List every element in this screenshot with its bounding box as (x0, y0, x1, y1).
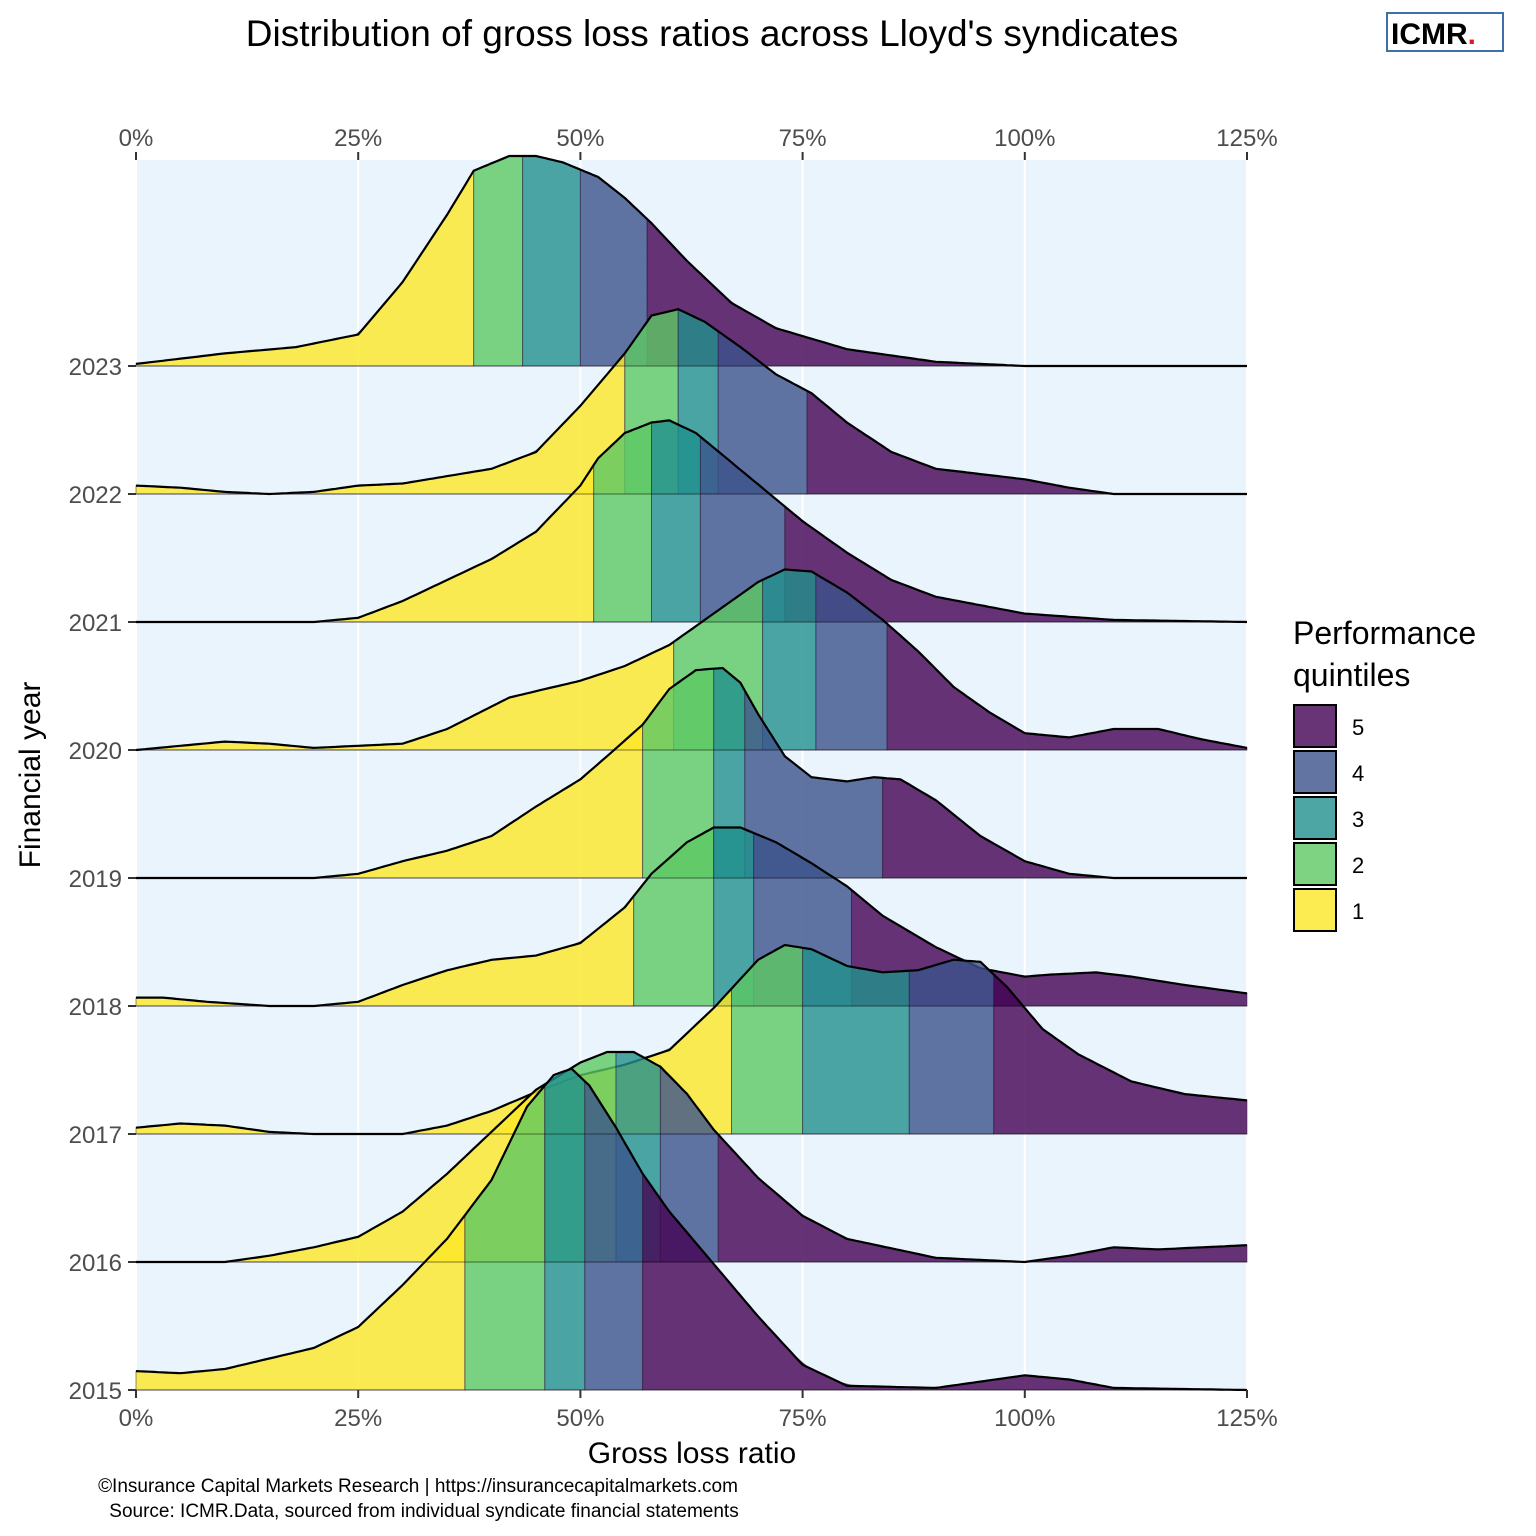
x-tick-label-top: 75% (779, 125, 827, 152)
ridge-2020 (135, 568, 1248, 752)
legend-swatch-2 (1293, 842, 1337, 886)
legend-label-5: 5 (1352, 715, 1364, 740)
caption-line2: Source: ICMR.Data, sourced from individu… (109, 1501, 738, 1522)
ridge-2021 (136, 419, 1248, 624)
legend-swatch-3 (1293, 796, 1337, 840)
legend-label-2: 2 (1352, 853, 1364, 878)
legend-label-3: 3 (1352, 807, 1364, 832)
x-tick-label-top: 125% (1216, 125, 1277, 152)
density-outline (135, 154, 1247, 368)
year-baselines (136, 365, 1247, 1391)
x-tick-label-top: 50% (556, 125, 604, 152)
quintile-2-area (473, 155, 524, 367)
x-tick-label-bottom: 100% (994, 1405, 1055, 1432)
ridge-2019 (136, 666, 1247, 880)
y-tick-label: 2023 (69, 354, 122, 381)
quintile-3-area (802, 947, 910, 1135)
x-axis-bottom: 0% 25% 50% 75% 100% 125% (119, 1390, 1278, 1432)
x-tick-label-bottom: 25% (334, 1405, 382, 1432)
legend-swatch-4 (1293, 750, 1337, 794)
legend-title-line2: quintiles (1293, 657, 1410, 693)
logo-text: ICMR (1391, 18, 1468, 51)
y-axis: 2023 2022 2021 2020 2019 2018 2017 2016 2015 (69, 354, 136, 1405)
x-tick-label-bottom: 50% (556, 1405, 604, 1432)
y-tick-label: 2017 (69, 1122, 122, 1149)
svg-text:ICMR.: ICMR. (1391, 18, 1476, 51)
density-outline (135, 1067, 1248, 1392)
logo-dot: . (1468, 18, 1476, 51)
x-tick-label-bottom: 125% (1216, 1405, 1277, 1432)
quintile-3-area (651, 419, 701, 623)
x-tick-label-bottom: 75% (779, 1405, 827, 1432)
ridges (135, 154, 1248, 1392)
legend-swatch-5 (1293, 704, 1337, 748)
logo-border (1386, 12, 1504, 52)
density-outline (135, 568, 1248, 752)
x-axis-label: Gross loss ratio (588, 1437, 796, 1470)
legend-swatch-1 (1293, 888, 1337, 932)
density-outline (136, 419, 1248, 624)
x-tick-label-bottom: 0% (119, 1405, 154, 1432)
legend-label-4: 4 (1352, 761, 1364, 786)
legend: Performance quintiles 5 4 3 2 1 (1293, 615, 1476, 932)
y-tick-label: 2021 (69, 610, 122, 637)
y-axis-label: Financial year (14, 682, 47, 869)
x-tick-label-top: 0% (119, 125, 154, 152)
density-outline (135, 308, 1247, 496)
y-tick-label: 2019 (69, 866, 122, 893)
density-outline (135, 943, 1248, 1136)
y-tick-label: 2018 (69, 994, 122, 1021)
density-outline (136, 666, 1247, 880)
icmr-logo: ICMR. (1386, 12, 1504, 52)
x-tick-label-top: 100% (994, 125, 1055, 152)
quintile-4-area (908, 959, 995, 1135)
caption-line1: ©Insurance Capital Markets Research | ht… (98, 1476, 738, 1497)
chart-title: Distribution of gross loss ratios across… (246, 13, 1178, 54)
y-tick-label: 2020 (69, 738, 122, 765)
y-tick-label: 2016 (69, 1250, 122, 1277)
quintile-3-area (544, 1068, 586, 1391)
ridge-2015 (135, 1067, 1248, 1392)
y-tick-label: 2015 (69, 1378, 122, 1405)
x-axis-top: 0% 25% 50% 75% 100% 125% (119, 125, 1278, 160)
legend-label-1: 1 (1352, 899, 1364, 924)
x-tick-label-top: 25% (334, 125, 382, 152)
density-outline (136, 826, 1248, 1008)
quintile-3-area (522, 155, 581, 367)
y-tick-label: 2022 (69, 482, 122, 509)
density-outline (136, 1050, 1248, 1264)
legend-title-line1: Performance (1293, 615, 1476, 651)
quintile-3-area (762, 568, 817, 751)
